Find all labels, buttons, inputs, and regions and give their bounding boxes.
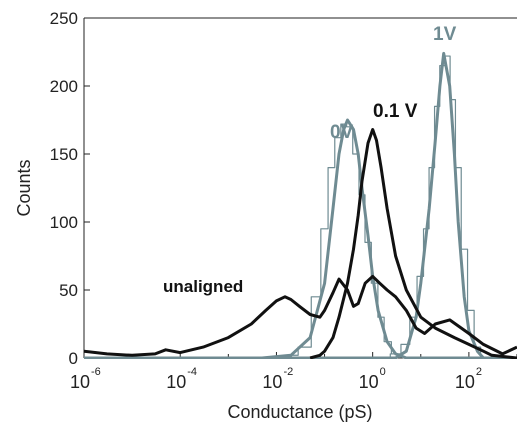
x-tick-label: 10 (70, 372, 90, 392)
x-tick-exponent: 0 (380, 366, 386, 378)
x-tick-label: 10 (455, 372, 475, 392)
series-1v-hist (389, 55, 482, 358)
x-tick-exponent: -6 (91, 366, 101, 378)
annotation-label: 1V (433, 24, 457, 45)
series-1v (84, 51, 517, 359)
x-tick-exponent: 2 (476, 366, 482, 378)
series-0-1-v (309, 128, 517, 359)
y-tick-label: 200 (50, 77, 78, 96)
annotation-label: unaligned (163, 277, 243, 296)
series-unaligned (84, 274, 517, 357)
y-tick-label: 100 (50, 213, 78, 232)
y-tick-label: 0 (69, 349, 78, 368)
y-tick-label: 150 (50, 145, 78, 164)
series-0v (84, 118, 517, 359)
x-tick-label: 10 (262, 372, 282, 392)
y-tick-label: 250 (50, 9, 78, 28)
y-axis-label: Counts (14, 159, 34, 216)
x-tick-label: 10 (359, 372, 379, 392)
x-tick-exponent: -4 (187, 366, 197, 378)
series-0v-hist (283, 123, 401, 358)
x-tick-exponent: -2 (283, 366, 293, 378)
x-axis-label: Conductance (pS) (227, 402, 372, 422)
y-tick-label: 50 (59, 281, 78, 300)
annotation-label: 0V (330, 122, 354, 143)
x-tick-label: 10 (166, 372, 186, 392)
annotation-label: 0.1 V (373, 101, 418, 122)
